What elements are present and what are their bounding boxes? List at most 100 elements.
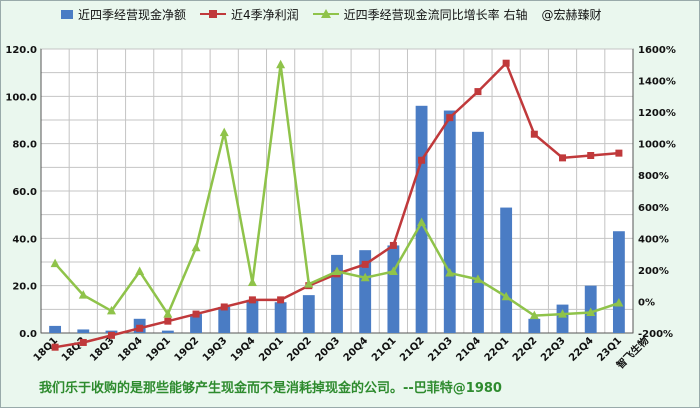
x-tick-label: 21Q4 [455, 335, 484, 364]
profit-marker-20Q1 [277, 296, 285, 304]
legend-cash-label: 近四季经营现金净额 [78, 7, 187, 22]
x-tick-label: 19Q2 [173, 335, 202, 364]
growth-marker-18Q2 [78, 290, 88, 299]
growth-marker-18Q1 [50, 258, 60, 268]
bar-cash-20Q4 [359, 250, 372, 333]
legend-profit-label: 近4季净利润 [231, 7, 299, 22]
growth-marker-22Q2 [529, 310, 539, 320]
y-right-tick-label: -200% [638, 329, 673, 340]
y-right-tick-label: 1400% [638, 77, 676, 88]
y-left-tick-label: 80.0 [12, 140, 37, 151]
x-tick-label: 21Q1 [370, 335, 399, 364]
y-left-tick-label: 100.0 [5, 92, 37, 103]
profit-marker-22Q2 [530, 130, 538, 138]
y-right-tick-label: 600% [638, 203, 669, 214]
y-right-tick-label: 1000% [638, 140, 676, 151]
x-tick-label: 20Q4 [342, 335, 371, 364]
profit-marker-19Q4 [248, 296, 256, 304]
y-left-tick-label: 20.0 [12, 282, 37, 293]
legend-growth-label: 近四季经营现金流同比增长率 右轴 [343, 7, 528, 22]
profit-marker-19Q2 [192, 310, 200, 318]
y-right-tick-label: 400% [638, 234, 669, 245]
growth-marker-23Q1 [614, 298, 624, 307]
bar-cash-22Q1 [500, 207, 513, 333]
x-tick-label: 22Q2 [511, 335, 540, 364]
profit-marker-21Q1 [389, 241, 397, 249]
x-tick-label: 22Q4 [567, 335, 596, 364]
x-tick-label: 19Q4 [229, 335, 258, 364]
x-tick-label: 19Q3 [201, 335, 230, 364]
profit-marker-18Q1 [51, 343, 59, 351]
y-left-tick-label: 60.0 [12, 187, 37, 198]
profit-marker-22Q3 [559, 154, 567, 162]
profit-marker-18Q2 [79, 338, 87, 346]
x-tick-label: 20Q3 [314, 335, 343, 364]
bar-cash-19Q2 [190, 314, 202, 333]
bar-cash-21Q1 [387, 245, 400, 333]
y-right-tick-label: 200% [638, 266, 669, 277]
bar-cash-20Q2 [302, 295, 315, 333]
growth-marker-22Q4 [586, 307, 596, 316]
growth-marker-21Q2 [417, 217, 427, 227]
profit-marker-18Q3 [107, 331, 115, 339]
y-left-tick-label: 0.0 [19, 329, 37, 340]
x-tick-label: 19Q1 [144, 335, 173, 364]
bar-cash-19Q4 [246, 299, 259, 333]
x-tick-label: 22Q1 [483, 335, 512, 364]
bar-cash-20Q3 [331, 254, 343, 333]
bar-cash-19Q1 [161, 330, 174, 333]
growth-marker-19Q2 [191, 242, 201, 252]
growth-marker-19Q3 [219, 127, 229, 137]
x-tick-label: 20Q2 [285, 335, 314, 364]
profit-marker-20Q4 [361, 260, 369, 268]
x-tick-label: 21Q3 [426, 335, 455, 364]
chart-legend: 近四季经营现金净额 近4季净利润 近四季经营现金流同比增长率 右轴 @宏赫臻财 [61, 3, 602, 25]
growth-marker-21Q1 [388, 266, 398, 275]
growth-marker-21Q3 [445, 268, 455, 277]
growth-marker-20Q1 [276, 59, 286, 69]
legend-bar-swatch [61, 9, 73, 19]
bar-cash-19Q3 [218, 306, 231, 333]
bar-cash-18Q3 [105, 330, 118, 333]
x-tick-label: 22Q3 [539, 335, 568, 364]
legend-green-swatch [312, 8, 339, 20]
profit-marker-21Q4 [474, 88, 482, 96]
growth-marker-20Q3 [332, 266, 342, 275]
x-tick-label: 18Q4 [116, 335, 145, 364]
profit-marker-21Q2 [418, 156, 426, 164]
y-right-tick-label: 0% [638, 297, 655, 308]
growth-marker-19Q1 [163, 309, 173, 318]
legend-author: @宏赫臻财 [541, 7, 602, 22]
legend-item-growth: 近四季经营现金流同比增长率 右轴 [312, 6, 528, 23]
x-tick-label: 20Q1 [257, 335, 286, 364]
growth-marker-22Q1 [501, 291, 511, 301]
profit-marker-18Q4 [136, 324, 144, 332]
growth-marker-19Q4 [247, 277, 257, 287]
profit-marker-21Q3 [446, 114, 454, 122]
profit-marker-19Q3 [220, 303, 228, 311]
y-right-tick-label: 1600% [638, 45, 676, 56]
y-left-tick-label: 120.0 [5, 45, 37, 56]
bar-cash-18Q2 [77, 329, 90, 333]
bar-cash-21Q3 [443, 110, 456, 334]
profit-marker-22Q1 [502, 59, 510, 67]
growth-marker-18Q3 [106, 305, 116, 315]
y-right-tick-label: 800% [638, 171, 669, 182]
x-tick-label: 21Q2 [398, 335, 427, 364]
bar-cash-21Q4 [472, 131, 484, 333]
growth-marker-20Q4 [360, 272, 370, 282]
growth-marker-22Q3 [558, 309, 568, 318]
y-right-tick-label: 1200% [638, 108, 676, 119]
profit-marker-23Q1 [615, 149, 623, 157]
profit-marker-22Q4 [587, 152, 595, 159]
bar-cash-20Q1 [274, 302, 287, 333]
growth-marker-21Q4 [473, 274, 483, 283]
growth-marker-18Q4 [135, 266, 145, 275]
bar-cash-18Q1 [49, 325, 62, 333]
legend-item-cash: 近四季经营现金净额 [61, 6, 186, 23]
bar-cash-22Q2 [528, 318, 541, 333]
bar-cash-22Q3 [556, 304, 569, 333]
growth-marker-20Q2 [304, 279, 314, 288]
